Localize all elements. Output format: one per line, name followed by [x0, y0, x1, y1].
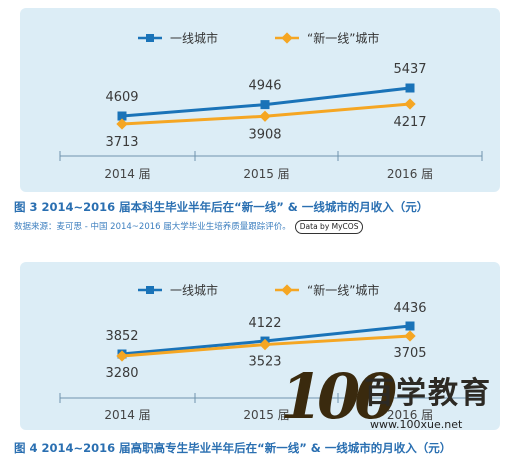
- data-label: 4946: [248, 79, 281, 94]
- legend-label-0: 一线城市: [170, 31, 218, 46]
- chart-1-source: 数据来源：麦可思 - 中国 2014~2016 届大学毕业生培养质量跟踪评价。 D…: [14, 220, 364, 234]
- data-point: [117, 111, 127, 121]
- legend-marker-diamond: [281, 284, 293, 296]
- legend-label-1: “新一线”城市: [307, 31, 379, 46]
- data-point: [405, 321, 415, 331]
- chart-2-title: 图 4 2014~2016 届高职高专生毕业半年后在“新一线” & 一线城市的月…: [14, 441, 452, 455]
- chart-panel-2: 一线城市 “新一线”城市 3852 4122 4436 3280 3523 3705 2014 …: [20, 262, 500, 430]
- data-label: 3280: [105, 366, 138, 381]
- data-label: 4122: [248, 316, 281, 331]
- x-tick-label: 2016 届: [387, 408, 433, 422]
- data-point: [259, 110, 271, 122]
- legend-marker-square: [146, 34, 154, 42]
- data-point: [405, 83, 415, 93]
- legend-label-1: “新一线”城市: [307, 283, 379, 298]
- watermark-logo-digits: 100: [280, 360, 397, 433]
- legend-label-0: 一线城市: [170, 283, 218, 298]
- x-tick-label: 2015 届: [243, 167, 289, 181]
- x-tick-label: 2014 届: [104, 167, 150, 181]
- data-point: [404, 98, 416, 110]
- data-point: [260, 100, 270, 110]
- data-label: 5437: [393, 62, 426, 77]
- data-label: 3908: [248, 127, 281, 142]
- data-label: 4436: [393, 301, 426, 316]
- data-label: 3713: [105, 135, 138, 150]
- legend-marker-square: [146, 286, 154, 294]
- watermark-brand-name: 百学教育: [364, 376, 492, 411]
- chart-1: 一线城市 “新一线”城市 4609 4946 5437 3713 3908 4217 2014 …: [59, 31, 483, 181]
- data-label: 3523: [248, 355, 281, 370]
- data-label: 3705: [393, 346, 426, 361]
- chart-1-title: 图 3 2014~2016 届本科生毕业半年后在“新一线” & 一线城市的月收入…: [14, 200, 429, 214]
- legend-marker-diamond: [281, 32, 293, 44]
- data-label: 4217: [393, 115, 426, 130]
- data-label: 3852: [105, 329, 138, 344]
- data-point: [404, 330, 416, 342]
- source-text: 数据来源：麦可思 - 中国 2014~2016 届大学毕业生培养质量跟踪评价。: [14, 222, 291, 232]
- x-tick-label: 2015 届: [243, 408, 289, 422]
- brand-watermark: 100 百学教育 www.100xue.net: [280, 360, 510, 438]
- x-tick-label: 2016 届: [387, 167, 433, 181]
- chart-panel-1: 一线城市 “新一线”城市 4609 4946 5437 3713 3908 4217 2014 …: [20, 8, 500, 192]
- mycos-badge: Data by MyCOS: [294, 220, 364, 234]
- watermark-url: www.100xue.net: [370, 418, 463, 431]
- x-tick-label: 2014 届: [104, 408, 150, 422]
- chart-2: 一线城市 “新一线”城市 3852 4122 4436 3280 3523 3705 2014 …: [59, 283, 483, 422]
- data-label: 4609: [105, 90, 138, 105]
